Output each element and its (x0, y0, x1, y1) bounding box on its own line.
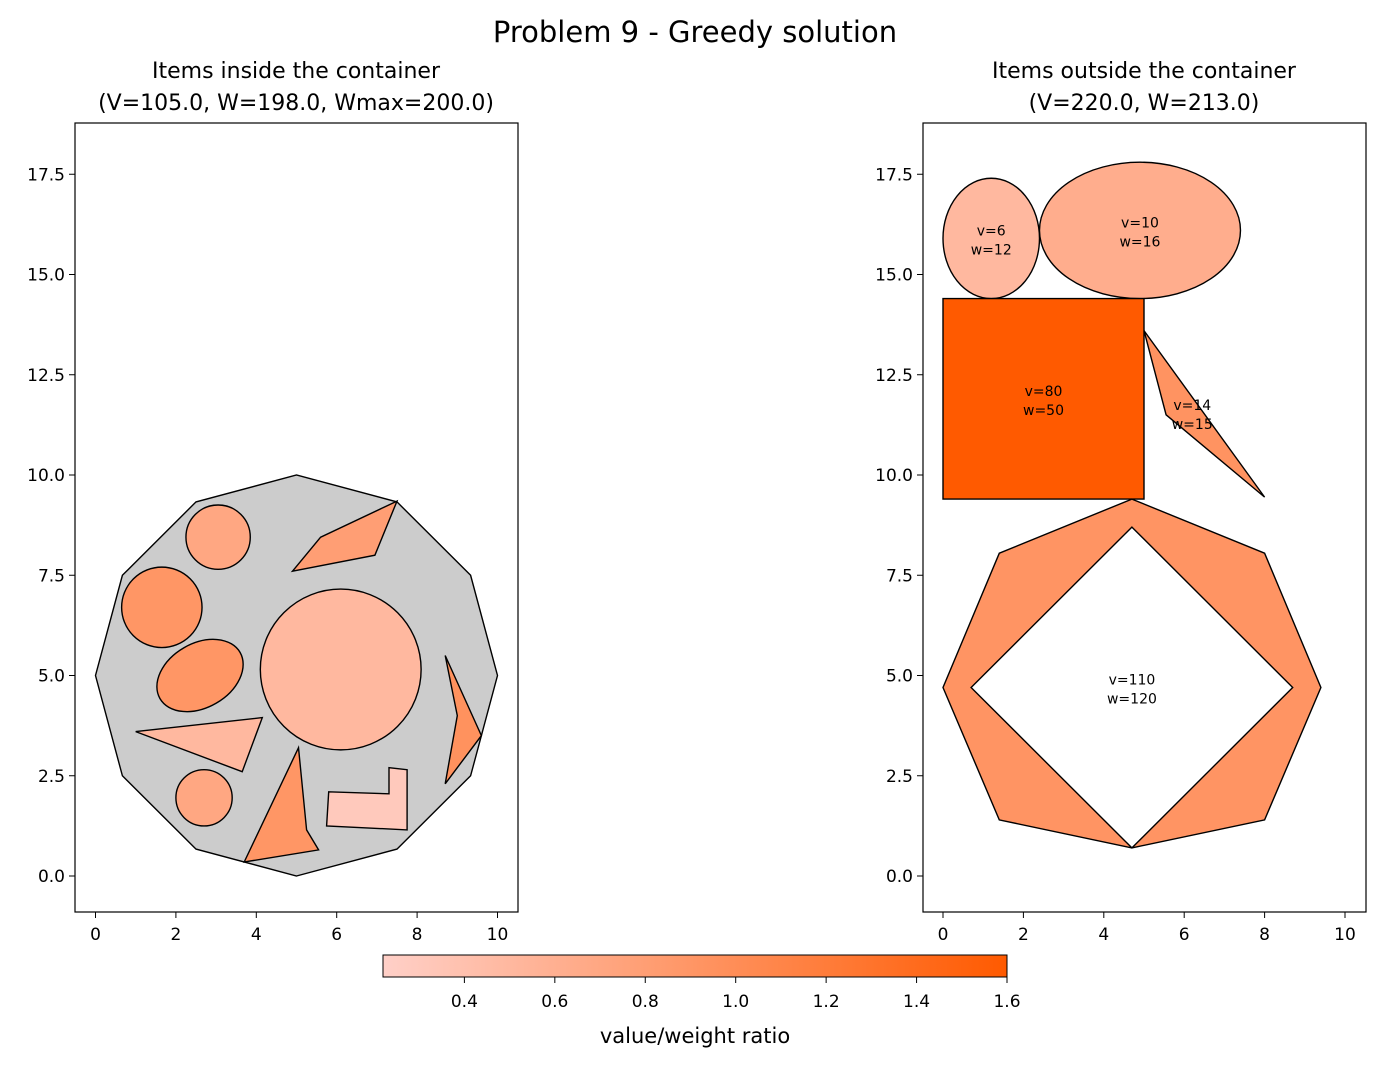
item-4-polygon (1143, 330, 1266, 498)
y-tick-label: 7.5 (886, 566, 913, 586)
y-tick-label: 10.0 (27, 466, 65, 486)
item-5-ring (942, 498, 1322, 849)
right-axes-frame (922, 122, 1367, 913)
item-1-circle (185, 504, 251, 571)
colorbar-tick-label: 0.6 (541, 992, 568, 1012)
item-8-polygon (242, 745, 320, 863)
y-tick-label: 17.5 (27, 165, 65, 185)
x-tick-label: 8 (412, 925, 423, 945)
colorbar: 0.4 0.6 0.8 1.0 1.2 1.4 1.6 value/weight ratio (382, 954, 1021, 1048)
right-panel: Items outside the container (V=220.0, W=… (875, 59, 1367, 945)
y-tick-label: 7.5 (38, 566, 65, 586)
item-5-weight-label: w=120 (1107, 692, 1157, 708)
y-tick-label: 2.5 (38, 767, 65, 787)
figure-title: Problem 9 - Greedy solution (493, 15, 897, 49)
colorbar-tick-label: 0.8 (632, 992, 659, 1012)
item-5-value-label: v=110 (1109, 673, 1156, 689)
right-panel-title-line1: Items outside the container (992, 59, 1297, 84)
y-tick-label: 0.0 (886, 867, 913, 887)
item-2-weight-label: w=16 (1119, 234, 1160, 250)
item-6-polygon (290, 499, 399, 573)
item-10-polygon (325, 766, 408, 831)
y-tick-label: 5.0 (38, 667, 65, 687)
y-tick-label: 15.0 (875, 266, 913, 286)
colorbar-ticks: 0.4 0.6 0.8 1.0 1.2 1.4 1.6 (451, 977, 1021, 1012)
y-tick-label: 5.0 (886, 667, 913, 687)
item-3-ellipse (156, 638, 244, 713)
left-panel-title-line2: (V=105.0, W=198.0, Wmax=200.0) (98, 91, 494, 116)
item-4-weight-label: w=15 (1172, 417, 1213, 433)
item-7-polygon (135, 716, 264, 773)
colorbar-tick-label: 1.0 (722, 992, 749, 1012)
item-1-weight-label: w=12 (971, 242, 1012, 258)
item-3-polygon (942, 297, 1145, 500)
colorbar-label: value/weight ratio (600, 1024, 790, 1048)
left-plot-area (94, 474, 499, 877)
colorbar-tick-label: 0.4 (451, 992, 478, 1012)
y-tick-label: 0.0 (38, 867, 65, 887)
item-1-value-label: v=6 (977, 223, 1006, 239)
x-tick-label: 2 (1018, 925, 1029, 945)
item-4-value-label: v=14 (1173, 398, 1211, 414)
y-tick-label: 15.0 (27, 266, 65, 286)
item-3-value-label: v=80 (1025, 384, 1063, 400)
x-tick-label: 8 (1259, 925, 1270, 945)
item-2-value-label: v=10 (1121, 215, 1159, 231)
y-tick-label: 10.0 (875, 466, 913, 486)
right-panel-title-line2: (V=220.0, W=213.0) (1029, 91, 1260, 116)
x-tick-label: 4 (251, 925, 262, 945)
y-tick-label: 17.5 (875, 165, 913, 185)
colorbar-tick-label: 1.4 (903, 992, 930, 1012)
item-5-circle (175, 768, 233, 827)
x-tick-label: 10 (487, 925, 509, 945)
y-tick-label: 12.5 (875, 366, 913, 386)
right-plot-area: v=6 w=12 v=10 w=16 v=80 w=50 v=14 w=15 v=110 w=12… (942, 161, 1322, 849)
x-tick-label: 10 (1334, 925, 1356, 945)
x-tick-label: 2 (170, 925, 181, 945)
left-axes-frame (74, 122, 519, 913)
y-tick-label: 12.5 (27, 366, 65, 386)
item-9-polygon (444, 655, 483, 785)
x-tick-label: 4 (1098, 925, 1109, 945)
colorbar-tick-label: 1.6 (993, 992, 1020, 1012)
item-2-circle (120, 566, 203, 649)
left-panel: Items inside the container (V=105.0, W=1… (27, 59, 519, 945)
x-tick-label: 0 (90, 925, 101, 945)
item-3-weight-label: w=50 (1023, 403, 1064, 419)
y-tick-label: 2.5 (886, 767, 913, 787)
colorbar-tick-label: 1.2 (813, 992, 840, 1012)
x-tick-label: 6 (1179, 925, 1190, 945)
colorbar-gradient (382, 954, 1008, 978)
item-4-circle (259, 588, 422, 751)
x-tick-label: 6 (331, 925, 342, 945)
left-panel-title-line1: Items inside the container (152, 59, 441, 84)
left-axis-ticks: 0 2 4 6 8 10 0.0 2.5 5.0 7.5 10.0 12.5 15.0 17.5 (27, 165, 508, 945)
right-axis-ticks: 0 2 4 6 8 10 0.0 2.5 5.0 7.5 10.0 12.5 15.0 17.5 (875, 165, 1356, 945)
x-tick-label: 0 (938, 925, 949, 945)
